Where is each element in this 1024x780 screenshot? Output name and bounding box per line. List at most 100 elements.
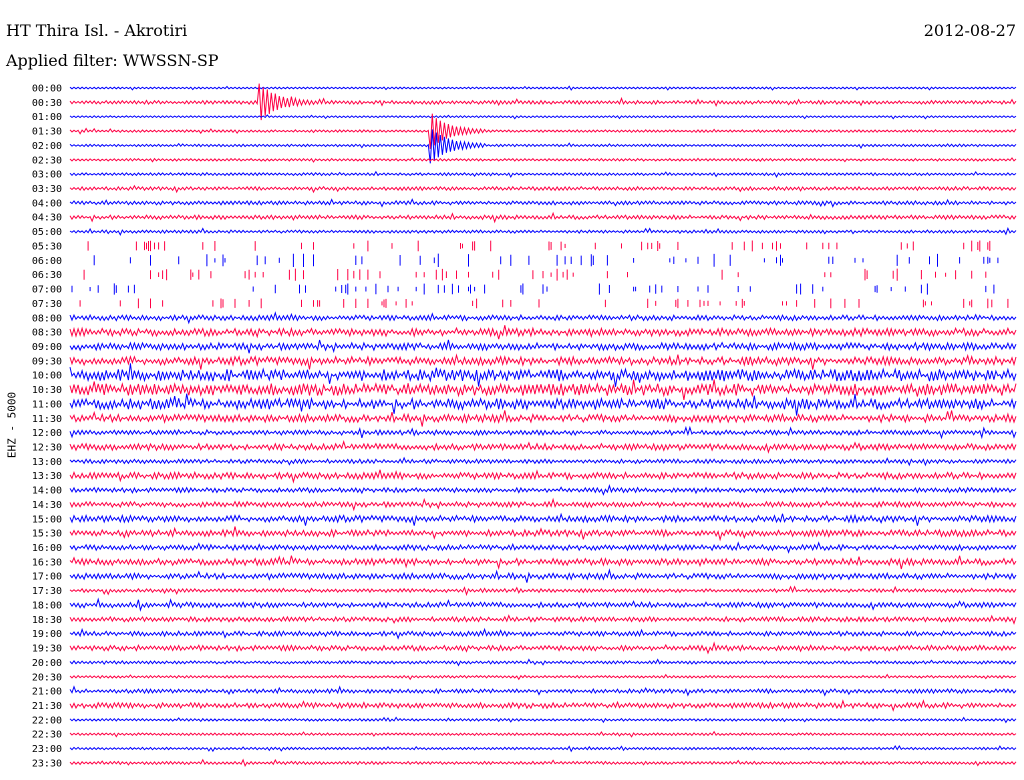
time-label: 13:30	[32, 471, 62, 482]
seismic-trace	[69, 170, 1017, 179]
seismic-trace	[69, 113, 1017, 149]
time-label: 14:00	[32, 486, 62, 497]
time-label: 19:30	[32, 644, 62, 655]
time-label: 05:00	[32, 227, 62, 238]
seismic-trace	[69, 311, 1017, 325]
seismic-trace	[69, 585, 1017, 597]
seismic-trace	[69, 339, 1017, 354]
seismic-trace	[69, 512, 1017, 526]
time-label: 04:30	[32, 213, 62, 224]
seismic-trace	[69, 211, 1017, 224]
time-label: 00:30	[32, 98, 62, 109]
time-label: 03:30	[32, 184, 62, 195]
seismic-trace	[93, 253, 999, 267]
seismic-trace	[79, 298, 1009, 309]
time-label: 11:30	[32, 414, 62, 425]
time-label: 12:00	[32, 428, 62, 439]
seismic-trace	[69, 157, 1017, 163]
time-label: 20:00	[32, 658, 62, 669]
seismic-trace	[69, 439, 1017, 454]
seismic-trace	[69, 497, 1017, 512]
seismic-trace	[69, 541, 1017, 554]
time-label: 22:00	[32, 715, 62, 726]
seismic-trace	[69, 745, 1017, 753]
time-label: 09:30	[32, 356, 62, 367]
time-label: 10:00	[32, 371, 62, 382]
time-label: 18:00	[32, 600, 62, 611]
seismic-trace	[69, 353, 1017, 370]
time-label: 17:00	[32, 572, 62, 583]
filter-label: Applied filter: WWSSN-SP	[6, 51, 219, 70]
seismic-trace	[69, 379, 1017, 400]
seismic-trace	[69, 614, 1017, 625]
time-label: 15:30	[32, 529, 62, 540]
time-label: 21:00	[32, 687, 62, 698]
time-label: 06:30	[32, 270, 62, 281]
seismic-trace	[69, 114, 1017, 120]
seismic-trace	[69, 484, 1017, 496]
seismic-trace	[69, 641, 1017, 655]
time-label: 07:00	[32, 285, 62, 296]
seismic-trace	[69, 568, 1017, 583]
seismic-trace	[69, 85, 1017, 91]
seismic-trace	[69, 363, 1017, 387]
time-label: 10:30	[32, 385, 62, 396]
seismic-trace	[69, 758, 1017, 768]
time-label: 08:30	[32, 328, 62, 339]
time-label: 07:30	[32, 299, 62, 310]
time-label: 02:30	[32, 155, 62, 166]
time-label: 19:00	[32, 629, 62, 640]
seismic-trace	[69, 469, 1017, 484]
time-label: 17:30	[32, 586, 62, 597]
seismic-trace	[83, 268, 987, 281]
seismic-trace	[69, 456, 1017, 467]
time-label: 00:00	[32, 84, 62, 95]
seismic-trace	[69, 410, 1017, 427]
seismic-trace	[69, 184, 1017, 194]
seismic-trace	[69, 393, 1017, 416]
seismic-trace	[69, 526, 1017, 542]
seismic-trace	[69, 627, 1017, 640]
time-label: 12:30	[32, 443, 62, 454]
time-label: 23:00	[32, 744, 62, 755]
seismic-trace	[69, 226, 1017, 236]
time-label: 11:00	[32, 399, 62, 410]
time-label: 01:00	[32, 112, 62, 123]
time-label: 16:00	[32, 543, 62, 554]
time-label: 03:00	[32, 170, 62, 181]
seismic-trace	[69, 685, 1017, 697]
time-label: 18:30	[32, 615, 62, 626]
seismic-trace	[69, 83, 1017, 121]
time-label: 15:00	[32, 514, 62, 525]
time-label: 08:00	[32, 313, 62, 324]
seismic-trace	[69, 658, 1017, 667]
seismic-trace	[69, 699, 1017, 712]
seismic-trace	[71, 283, 995, 295]
time-label: 16:30	[32, 557, 62, 568]
time-label: 13:00	[32, 457, 62, 468]
time-label: 04:00	[32, 198, 62, 209]
time-label: 14:30	[32, 500, 62, 511]
time-label: 22:30	[32, 730, 62, 741]
station-title: HT Thira Isl. - Akrotiri	[6, 21, 188, 40]
seismic-trace	[69, 198, 1017, 208]
seismic-trace	[69, 730, 1017, 738]
seismic-trace	[69, 325, 1017, 340]
time-label: 21:30	[32, 701, 62, 712]
record-date: 2012-08-27	[923, 21, 1016, 40]
time-label: 05:30	[32, 241, 62, 252]
time-label: 20:30	[32, 672, 62, 683]
seismic-trace	[87, 240, 991, 252]
time-label: 01:30	[32, 127, 62, 138]
seismic-trace	[69, 716, 1017, 724]
seismic-trace	[69, 425, 1017, 440]
seismic-trace	[69, 129, 1017, 164]
seismic-trace	[69, 673, 1017, 681]
time-label: 23:30	[32, 758, 62, 769]
time-label: 06:00	[32, 256, 62, 267]
time-label: 02:00	[32, 141, 62, 152]
seismic-trace	[69, 555, 1017, 570]
seismic-trace	[69, 597, 1017, 612]
time-label: 09:00	[32, 342, 62, 353]
